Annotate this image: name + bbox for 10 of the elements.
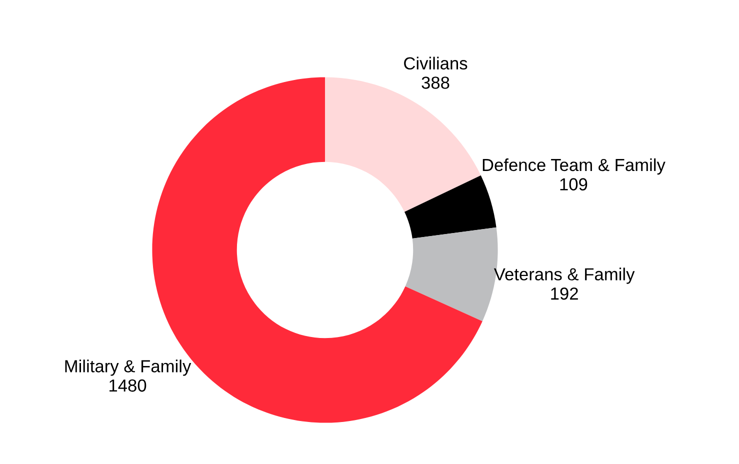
donut-slice: [404, 175, 496, 238]
slice-label: Civilians: [404, 56, 468, 70]
data-label: 1480: [110, 379, 146, 392]
slice-label: Military & Family: [65, 360, 192, 376]
slice-label: Defence Team & Family: [482, 158, 666, 175]
donut-slice: [325, 77, 481, 212]
slice-label: Veterans & Family: [494, 268, 635, 284]
data-label: 192: [551, 287, 578, 300]
data-label: 388: [422, 76, 450, 89]
data-label: 109: [560, 178, 588, 190]
